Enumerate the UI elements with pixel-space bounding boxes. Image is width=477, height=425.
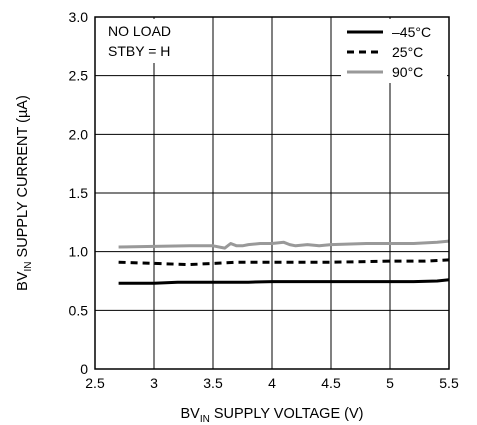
y-tick-label: 1.0 bbox=[69, 244, 89, 260]
series-lines bbox=[118, 239, 450, 285]
plot-frame bbox=[94, 16, 450, 370]
x-tick-label: 5 bbox=[386, 375, 394, 391]
y-tick-label: 0.5 bbox=[69, 302, 89, 318]
x-tick-label: 3.5 bbox=[203, 375, 223, 391]
legend: –45°C 25°C 90°C bbox=[341, 19, 447, 83]
y-tick-label: 2.5 bbox=[69, 68, 89, 84]
legend-label-1: 25°C bbox=[392, 44, 423, 60]
series-line-0 bbox=[118, 278, 450, 285]
y-tick-label: 2.0 bbox=[69, 126, 89, 142]
x-tick-label: 2.5 bbox=[85, 375, 105, 391]
x-axis-title: BVIN SUPPLY VOLTAGE (V) bbox=[181, 406, 364, 425]
annotation-stby: STBY = H bbox=[108, 43, 170, 59]
annotation-no-load: NO LOAD bbox=[108, 23, 171, 39]
x-tick-label: 5.5 bbox=[439, 375, 459, 391]
y-axis-title: BVIN SUPPLY CURRENT (µA) bbox=[15, 95, 34, 291]
tick-labels: 2.5 3 3.5 4 4.5 5 5.5 0 0.5 1.0 1.5 2.0 2.5 3.0 bbox=[69, 9, 459, 391]
y-tick-label: 1.5 bbox=[69, 185, 89, 201]
x-tick-label: 4 bbox=[268, 375, 276, 391]
series-line-1 bbox=[118, 258, 450, 267]
legend-label-0: –45°C bbox=[392, 24, 431, 40]
legend-label-2: 90°C bbox=[392, 64, 423, 80]
annotation-box: NO LOAD STBY = H bbox=[97, 19, 189, 63]
x-tick-label: 3 bbox=[150, 375, 158, 391]
y-tick-label: 0 bbox=[80, 361, 88, 377]
series-line-2 bbox=[118, 239, 450, 250]
x-tick-label: 4.5 bbox=[321, 375, 341, 391]
y-tick-label: 3.0 bbox=[69, 9, 89, 25]
